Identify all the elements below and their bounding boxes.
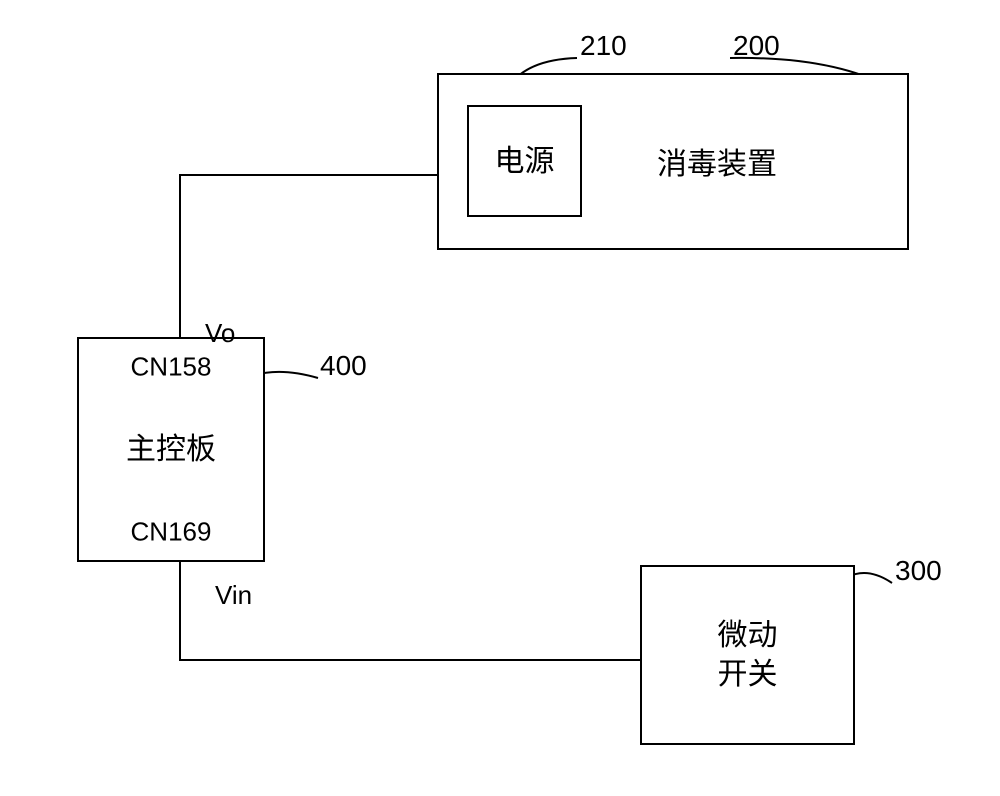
edge-0 bbox=[180, 175, 467, 337]
node-label-disinfect: 消毒装置 bbox=[657, 139, 777, 183]
port-top-main: CN158 bbox=[131, 352, 212, 383]
ref-power: 210 bbox=[580, 30, 627, 62]
ref-micro: 300 bbox=[895, 555, 942, 587]
diagram-canvas: 消毒装置 200 电源 210 主控板 CN158 CN169 400 微动 开关 300 Vo Vi… bbox=[0, 0, 1000, 796]
node-power: 电源 bbox=[467, 105, 582, 217]
port-label-vin: Vin bbox=[215, 580, 252, 611]
port-label-vo: Vo bbox=[205, 318, 235, 349]
ref-main: 400 bbox=[320, 350, 367, 382]
node-label-micro: 微动 开关 bbox=[718, 616, 778, 694]
edge-1 bbox=[180, 562, 640, 660]
port-bottom-main: CN169 bbox=[131, 517, 212, 548]
node-label-power: 电源 bbox=[495, 142, 555, 181]
node-micro: 微动 开关 bbox=[640, 565, 855, 745]
ref-disinfect: 200 bbox=[733, 30, 780, 62]
node-label-main: 主控板 bbox=[126, 430, 216, 469]
